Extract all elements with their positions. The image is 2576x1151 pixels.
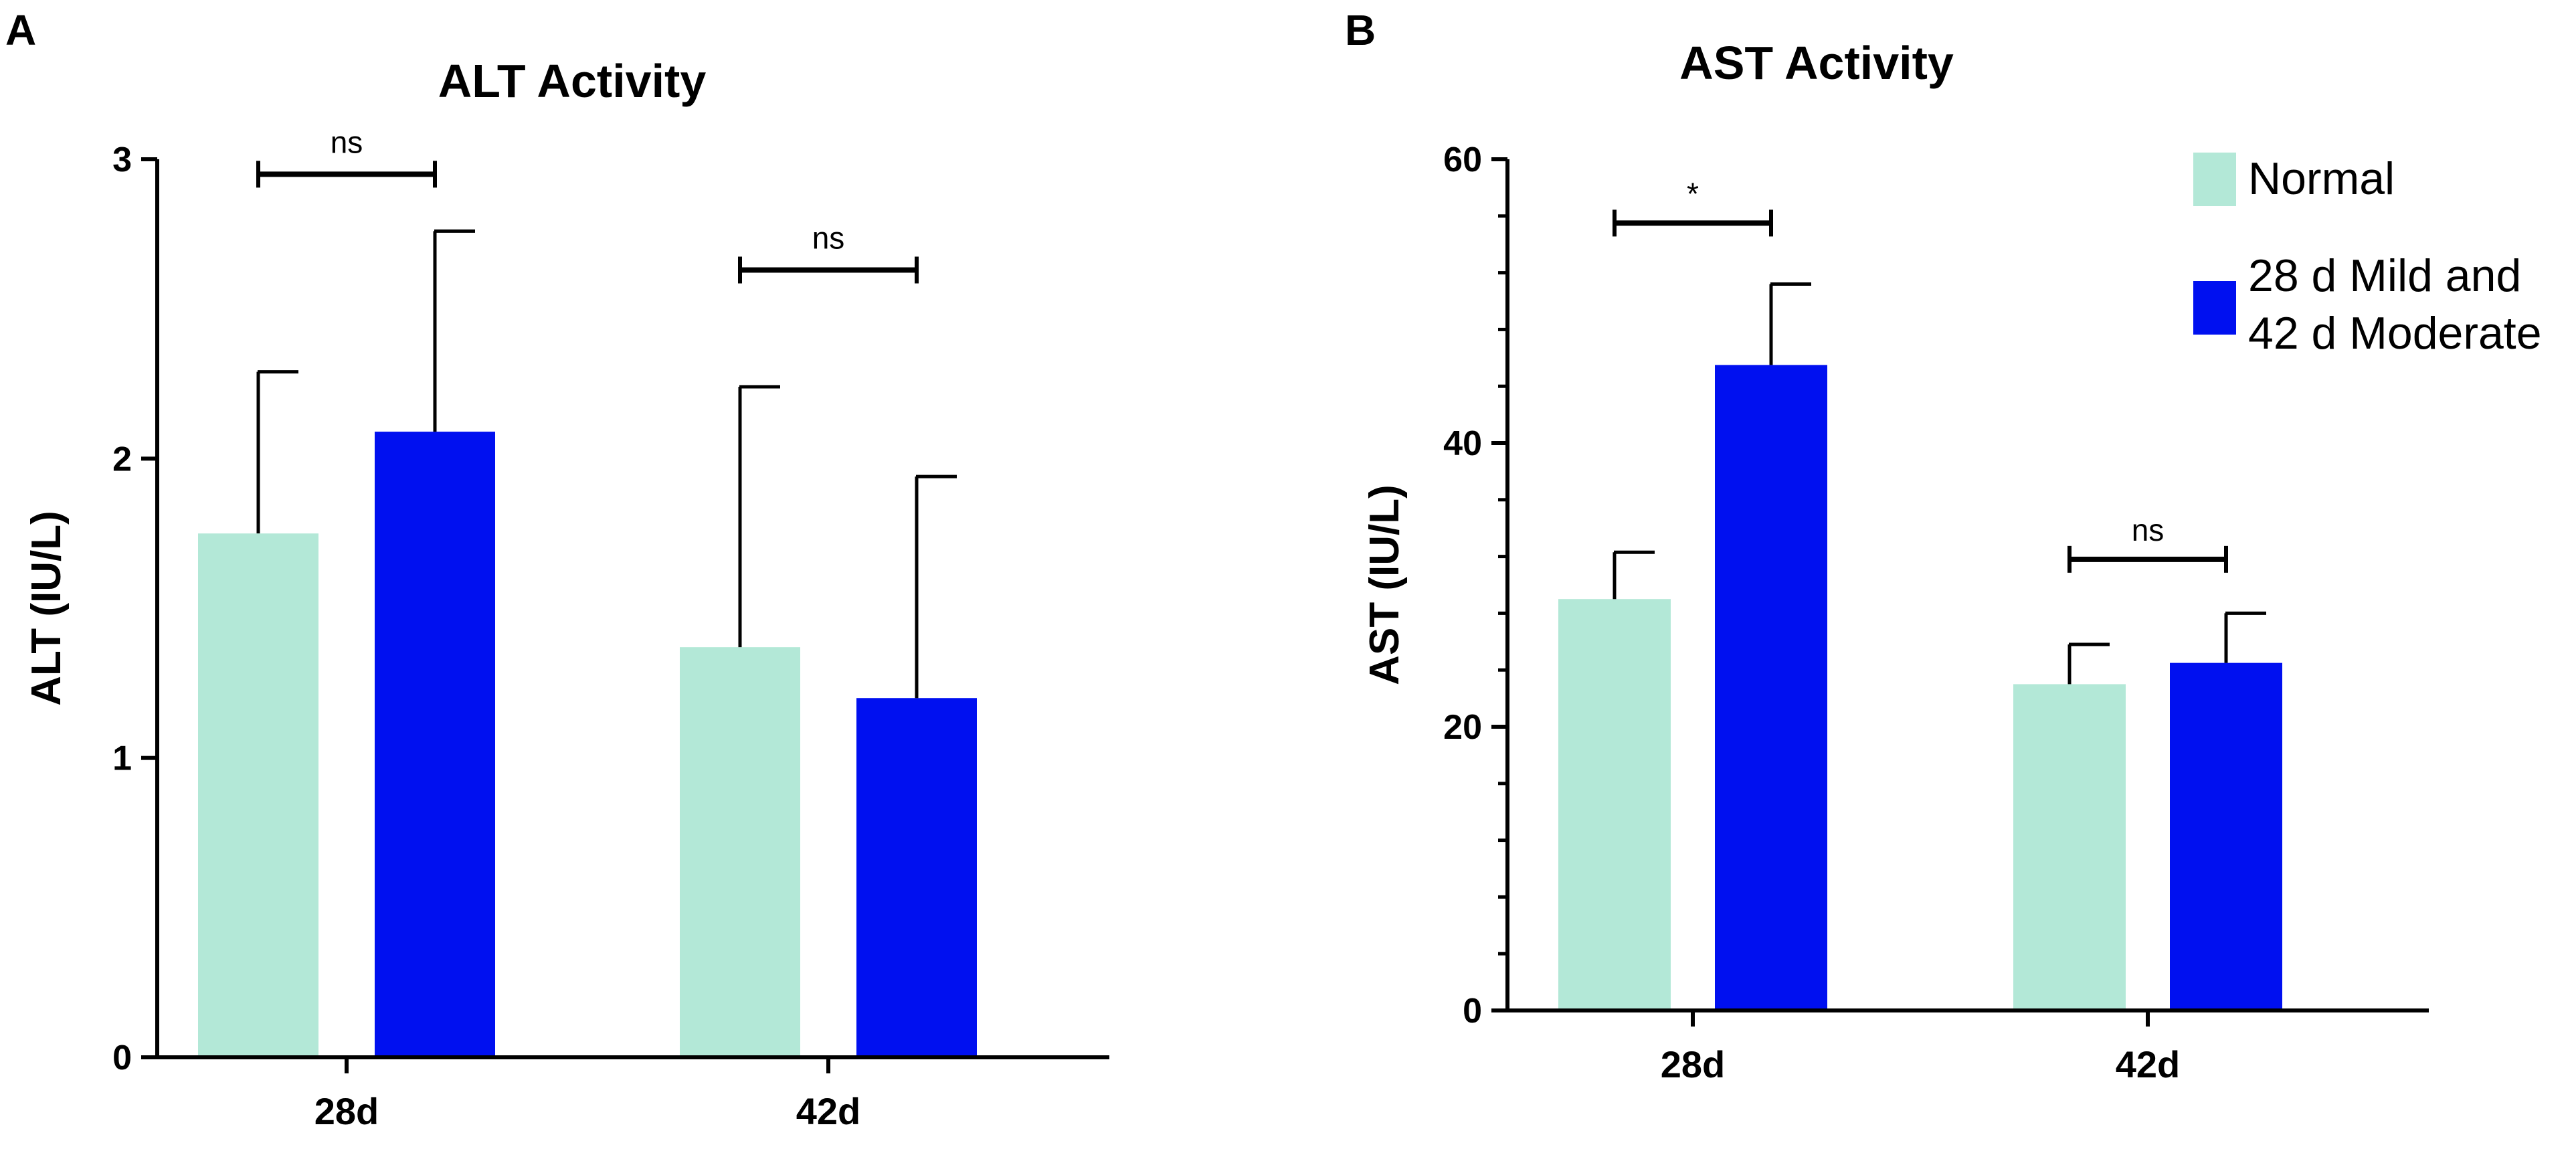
y-tick-label: 0	[112, 1039, 132, 1077]
y-axis-label: ALT (IU/L)	[23, 511, 70, 706]
y-tick-label: 20	[1443, 708, 1482, 747]
bar-normal-28d	[198, 533, 318, 1057]
legend-swatch-normal	[2193, 153, 2236, 206]
y-tick-label: 40	[1443, 424, 1482, 463]
significance-label: *	[1687, 176, 1699, 211]
legend-label-treatment: 28 d Mild and	[2248, 250, 2521, 301]
y-tick-label: 3	[112, 141, 132, 179]
legend-label-treatment: 42 d Moderate	[2248, 308, 2542, 359]
chart-b: AST Activity AST (IU/L) 0 20 40 60 28d 42d * ns	[1362, 37, 2429, 1085]
y-tick-label: 1	[112, 739, 132, 778]
chart-title: ALT Activity	[438, 55, 707, 107]
bar-treatment-42d	[856, 698, 977, 1057]
x-category-label: 28d	[1661, 1043, 1726, 1085]
y-axis-label: AST (IU/L)	[1362, 484, 1408, 685]
x-category-label: 42d	[2116, 1043, 2181, 1085]
legend-swatch-treatment	[2193, 281, 2236, 335]
chart-a: ALT Activity ALT (IU/L) 0 1 2 3 28d 42d ns ns	[23, 55, 1109, 1132]
legend-label-normal: Normal	[2248, 153, 2395, 204]
bar-treatment-28d	[375, 432, 495, 1057]
legend: Normal 28 d Mild and 42 d Moderate	[2193, 153, 2542, 359]
bar-treatment-28d	[1715, 365, 1827, 1010]
x-category-label: 28d	[314, 1090, 379, 1132]
significance-label: ns	[331, 124, 363, 159]
significance-label: ns	[2132, 513, 2165, 547]
chart-title: AST Activity	[1679, 37, 1954, 89]
bar-treatment-42d	[2170, 662, 2282, 1010]
panel-letter-b: B	[1345, 6, 1376, 54]
bar-normal-28d	[1558, 599, 1671, 1010]
panel-letter-a: A	[5, 6, 37, 54]
y-tick-label: 0	[1463, 992, 1482, 1031]
y-tick-label: 60	[1443, 141, 1482, 179]
bar-normal-42d	[680, 647, 800, 1057]
y-tick-label: 2	[112, 440, 132, 478]
significance-label: ns	[812, 221, 845, 256]
x-category-label: 42d	[796, 1090, 861, 1132]
bar-normal-42d	[2013, 684, 2126, 1010]
